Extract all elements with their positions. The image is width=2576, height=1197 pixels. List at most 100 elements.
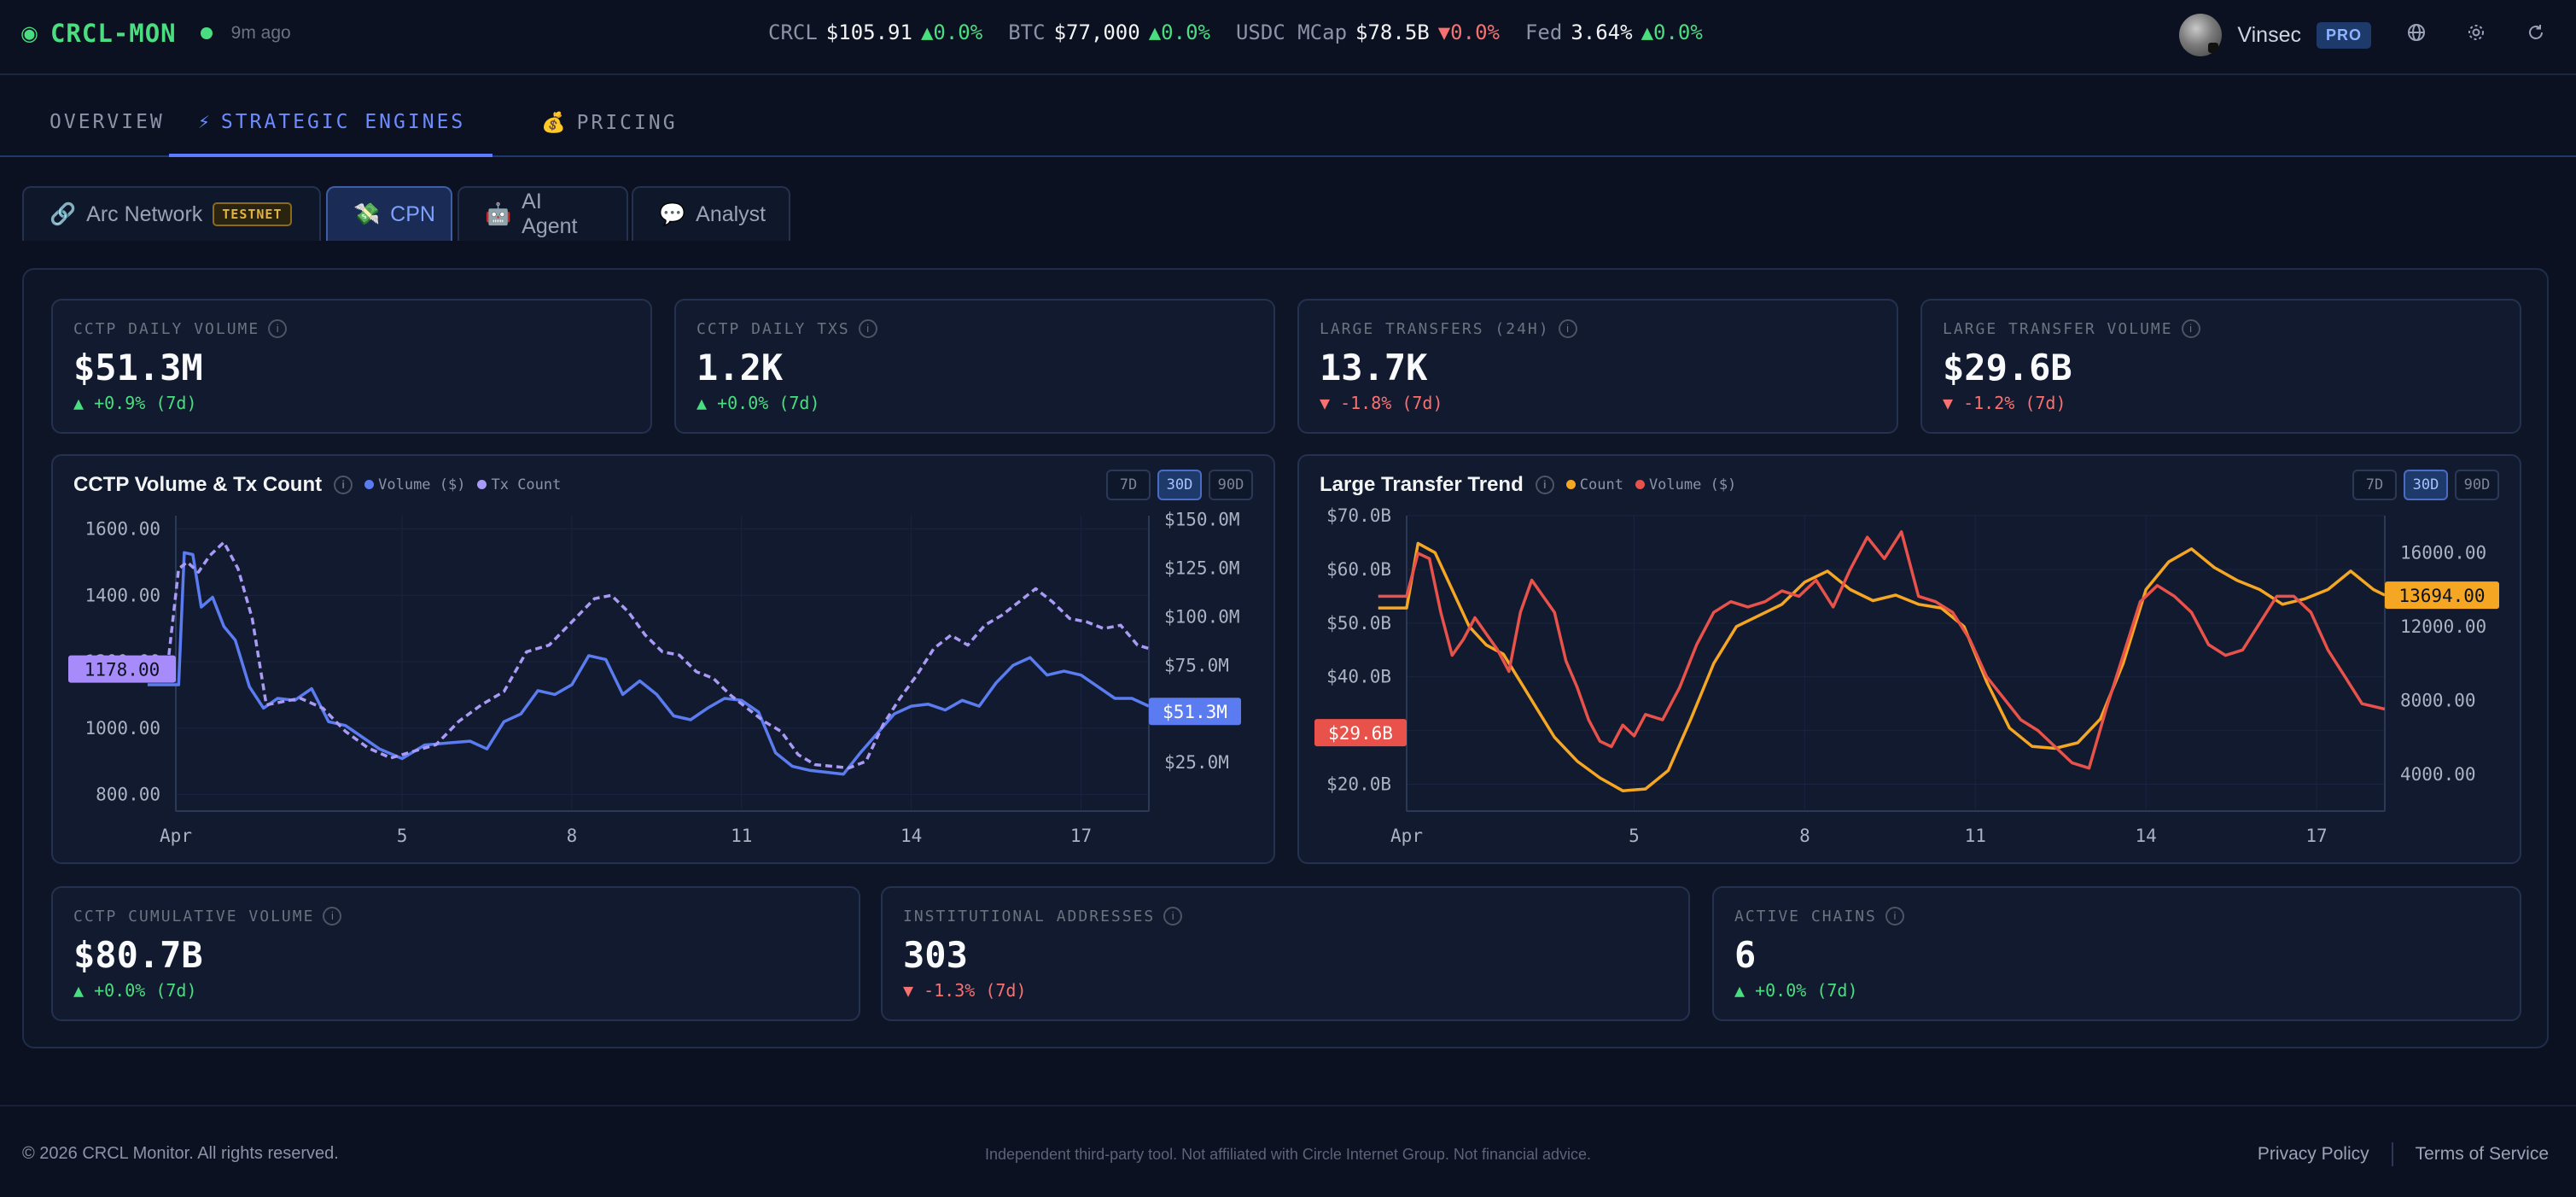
legend-item-volume[interactable]: Volume ($) <box>1635 476 1736 493</box>
subtab-analyst[interactable]: 💬 Analyst <box>632 186 790 241</box>
series-line-tx-count <box>147 540 1149 770</box>
gear-icon[interactable] <box>2462 22 2491 49</box>
globe-icon[interactable] <box>2402 22 2431 49</box>
info-icon[interactable]: i <box>1163 907 1183 925</box>
stat-card-cctp-cumulative-volume: CCTP CUMULATIVE VOLUME i $80.7B ▲ +0.0% (… <box>51 886 860 1021</box>
lightning-icon: ⚡ <box>198 111 213 133</box>
refresh-icon[interactable] <box>2521 22 2550 49</box>
info-icon[interactable]: i <box>1558 319 1577 338</box>
legend-item-volume[interactable]: Volume ($) <box>364 476 465 493</box>
info-icon[interactable]: i <box>268 319 288 338</box>
stat-label-text: ACTIVE CHAINS <box>1734 907 1877 925</box>
privacy-policy-link[interactable]: Privacy Policy <box>2257 1144 2369 1164</box>
x-tick-label: 14 <box>2136 826 2157 846</box>
x-tick-label: 17 <box>1070 826 1092 846</box>
stat-card-large-transfers: LARGE TRANSFERS (24H) i 13.7K ▼ -1.8% (7d… <box>1297 299 1898 434</box>
tab-pricing[interactable]: 💰 PRICING <box>541 111 678 157</box>
y-tick-label-right: $150.0M <box>1164 510 1240 530</box>
chart-card-cctp-volume: CCTP Volume & Tx Count i Volume ($) Tx C… <box>51 454 1275 864</box>
y-tick-label-left: $50.0B <box>1326 613 1391 634</box>
money-wings-icon: 💸 <box>353 201 381 226</box>
x-tick-label: Apr <box>1390 826 1423 846</box>
current-value-marker-left <box>1314 719 1407 747</box>
info-icon[interactable]: i <box>1535 476 1554 494</box>
current-value-marker-right <box>1149 698 1241 726</box>
x-tick-label: Apr <box>160 826 192 846</box>
range-30d-button[interactable]: 30D <box>2404 470 2448 500</box>
subtab-ai-agent[interactable]: 🤖 AI Agent <box>458 186 628 241</box>
ticker-change: ▲0.0% <box>920 20 983 44</box>
stat-label: INSTITUTIONAL ADDRESSES i <box>903 907 1183 925</box>
info-icon[interactable]: i <box>323 907 342 925</box>
current-value-marker-right <box>2385 581 2499 610</box>
info-icon[interactable]: i <box>2181 319 2200 338</box>
y-tick-label-right: $75.0M <box>1164 655 1229 675</box>
chart-legend: Volume ($) Tx Count <box>364 476 561 493</box>
brand[interactable]: ◉ CRCL-MON 9m ago <box>20 19 291 48</box>
stat-value: $51.3M <box>73 347 203 388</box>
chart-grid <box>175 516 1150 812</box>
user-name[interactable]: Vinsec <box>2237 22 2301 47</box>
stat-label: CCTP DAILY VOLUME i <box>73 319 288 338</box>
y-tick-label-left: $20.0B <box>1326 774 1391 795</box>
subtab-label: CPN <box>390 201 435 226</box>
legend-dot <box>1565 480 1576 489</box>
y-tick-label-left: 800.00 <box>96 785 160 805</box>
info-icon[interactable]: i <box>334 476 353 494</box>
stat-value: $80.7B <box>73 934 203 976</box>
ticker-usdc-mcap: USDC MCap $78.5B ▼0.0% <box>1236 20 1500 44</box>
ticker-crcl: CRCL $105.91 ▲0.0% <box>768 20 982 44</box>
stat-value: 1.2K <box>696 347 784 388</box>
brand-name: CRCL-MON <box>50 19 177 48</box>
stat-card-cctp-daily-txs: CCTP DAILY TXS i 1.2K ▲ +0.0% (7d) <box>674 299 1275 434</box>
stat-label: CCTP CUMULATIVE VOLUME i <box>73 907 342 925</box>
stat-card-active-chains: ACTIVE CHAINS i 6 ▲ +0.0% (7d) <box>1712 886 2521 1021</box>
large-transfer-trend-chart[interactable]: Apr58111417$70.0B$60.0B$50.0B$40.0B$30.0… <box>1299 456 2523 866</box>
legend-item-count[interactable]: Count <box>1565 476 1623 493</box>
terms-of-service-link[interactable]: Terms of Service <box>2415 1144 2549 1164</box>
footer-links: Privacy Policy Terms of Service <box>2258 1142 2549 1166</box>
subtab-cpn[interactable]: 💸 CPN <box>326 186 452 241</box>
ticker-btc: BTC $77,000 ▲0.0% <box>1008 20 1210 44</box>
series-line-volume- <box>1378 530 2385 770</box>
stat-card-cctp-daily-volume: CCTP DAILY VOLUME i $51.3M ▲ +0.9% (7d) <box>51 299 652 434</box>
range-selector: 7D 30D 90D <box>2352 470 2499 500</box>
legend-dot <box>477 480 487 489</box>
ticker-symbol: BTC <box>1008 20 1046 44</box>
stat-label-text: CCTP CUMULATIVE VOLUME <box>73 907 315 925</box>
y-tick-label-left: $40.0B <box>1326 667 1391 687</box>
y-tick-label-right: 8000.00 <box>2400 690 2476 710</box>
stat-label-text: CCTP DAILY VOLUME <box>73 319 260 338</box>
user-area: Vinsec PRO <box>2179 14 2550 56</box>
x-tick-label: 8 <box>1799 826 1810 846</box>
range-7d-button[interactable]: 7D <box>2352 470 2397 500</box>
subtab-arc-network[interactable]: 🔗 Arc Network TESTNET <box>22 186 321 241</box>
stat-change: ▲ +0.9% (7d) <box>73 393 197 413</box>
x-tick-label: 14 <box>900 826 922 846</box>
range-7d-button[interactable]: 7D <box>1106 470 1151 500</box>
stat-label: CCTP DAILY TXS i <box>696 319 877 338</box>
tab-overview[interactable]: OVERVIEW <box>50 111 165 157</box>
chart-grid <box>1406 515 2386 812</box>
stat-change: ▲ +0.0% (7d) <box>696 393 820 413</box>
range-30d-button[interactable]: 30D <box>1157 470 1202 500</box>
range-selector: 7D 30D 90D <box>1106 470 1253 500</box>
tab-label: STRATEGIC ENGINES <box>220 111 466 133</box>
ticker-symbol: Fed <box>1524 20 1563 44</box>
range-90d-button[interactable]: 90D <box>1209 470 1253 500</box>
y-tick-label-right: 4000.00 <box>2400 764 2476 785</box>
info-icon[interactable]: i <box>858 319 877 338</box>
legend-item-tx-count[interactable]: Tx Count <box>477 476 561 493</box>
info-icon[interactable]: i <box>1885 907 1904 925</box>
x-tick-label: 8 <box>567 826 578 846</box>
range-90d-button[interactable]: 90D <box>2455 470 2499 500</box>
link-icon: 🔗 <box>50 201 77 226</box>
ticker-value: $78.5B <box>1355 20 1430 44</box>
brand-logo-icon: ◉ <box>20 21 38 45</box>
tab-strategic-engines[interactable]: ⚡ STRATEGIC ENGINES <box>169 111 493 157</box>
avatar[interactable] <box>2179 14 2223 56</box>
stat-label: LARGE TRANSFERS (24H) i <box>1320 319 1577 338</box>
chart-legend: Count Volume ($) <box>1565 476 1736 493</box>
cctp-volume-chart[interactable]: Apr581114171600.001400.001200.001000.008… <box>53 456 1277 866</box>
stat-label-text: CCTP DAILY TXS <box>696 319 850 338</box>
